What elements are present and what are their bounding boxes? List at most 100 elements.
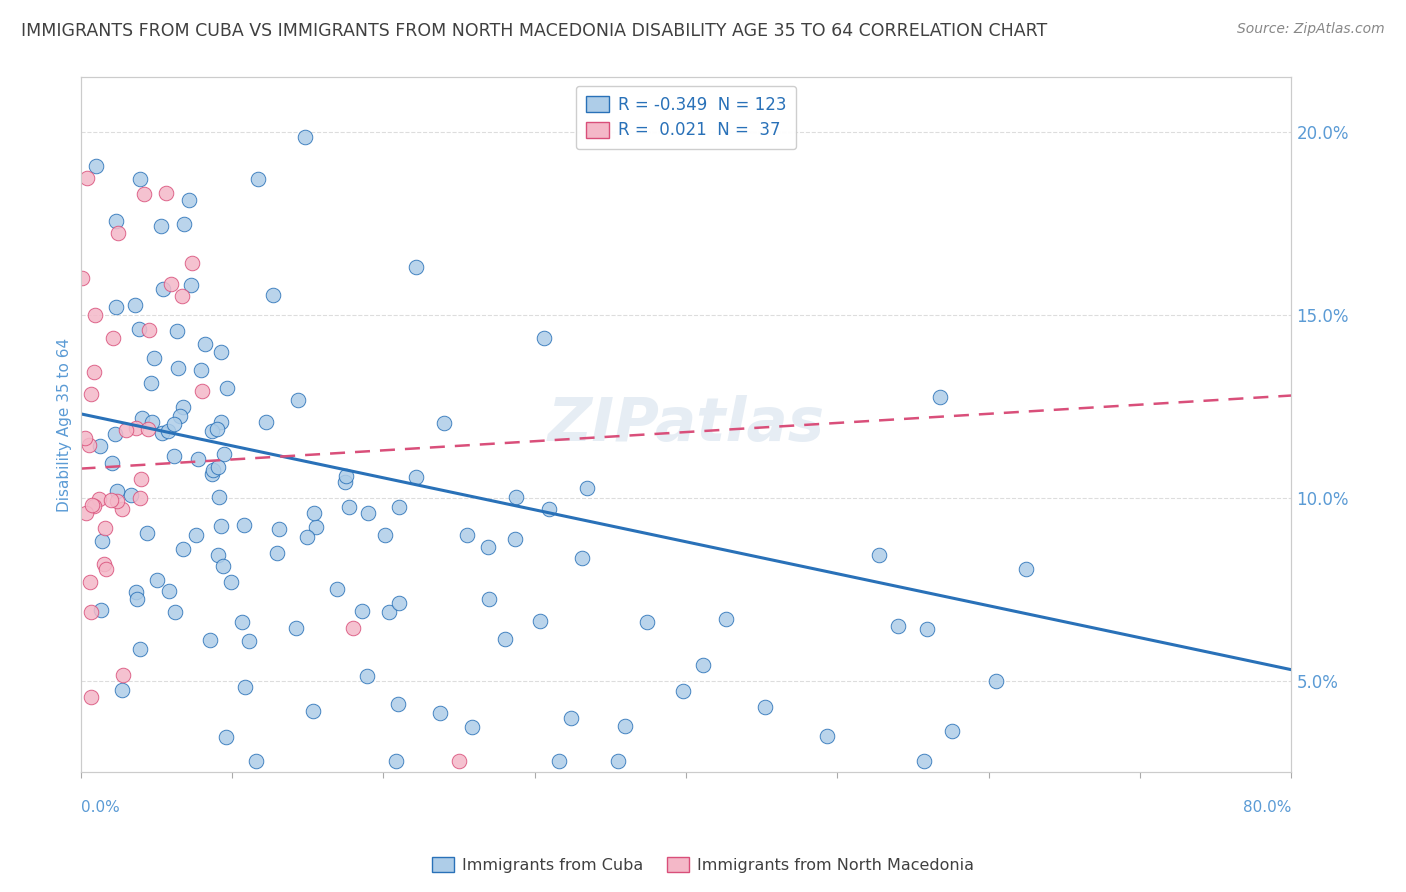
Point	[357, 506, 380, 520]
Point	[388, 500, 411, 515]
Point	[433, 416, 456, 430]
Point	[107, 226, 129, 240]
Point	[912, 754, 935, 768]
Point	[335, 468, 357, 483]
Point	[714, 612, 737, 626]
Point	[160, 277, 183, 292]
Point	[262, 288, 284, 302]
Point	[110, 501, 132, 516]
Point	[104, 214, 127, 228]
Point	[928, 391, 950, 405]
Point	[868, 548, 890, 562]
Text: ZIPatlas: ZIPatlas	[547, 395, 824, 454]
Legend: R = -0.349  N = 123, R =  0.021  N =  37: R = -0.349 N = 123, R = 0.021 N = 37	[576, 86, 796, 149]
Point	[254, 415, 277, 429]
Point	[232, 518, 254, 533]
Point	[173, 217, 195, 231]
Point	[129, 472, 152, 486]
Point	[180, 277, 202, 292]
Point	[143, 351, 166, 365]
Point	[82, 498, 104, 512]
Point	[125, 592, 148, 607]
Point	[190, 362, 212, 376]
Point	[284, 621, 307, 635]
Point	[139, 376, 162, 390]
Point	[198, 632, 221, 647]
Point	[129, 642, 152, 657]
Point	[356, 669, 378, 683]
Point	[91, 534, 114, 549]
Point	[180, 256, 202, 270]
Text: IMMIGRANTS FROM CUBA VS IMMIGRANTS FROM NORTH MACEDONIA DISABILITY AGE 35 TO 64 : IMMIGRANTS FROM CUBA VS IMMIGRANTS FROM …	[21, 22, 1047, 40]
Point	[150, 426, 173, 441]
Point	[94, 562, 117, 576]
Point	[170, 289, 193, 303]
Point	[209, 344, 232, 359]
Point	[537, 502, 560, 516]
Point	[352, 604, 374, 618]
Point	[75, 507, 97, 521]
Point	[89, 492, 111, 507]
Point	[73, 431, 96, 445]
Point	[83, 500, 105, 514]
Point	[190, 384, 212, 398]
Point	[815, 729, 838, 743]
Point	[201, 467, 224, 482]
Point	[405, 469, 427, 483]
Point	[505, 532, 527, 546]
Point	[636, 615, 658, 629]
Point	[129, 171, 152, 186]
Point	[80, 605, 103, 619]
Point	[754, 700, 776, 714]
Point	[80, 690, 103, 705]
Point	[187, 452, 209, 467]
Point	[120, 488, 142, 502]
Point	[166, 324, 188, 338]
Point	[165, 605, 187, 619]
Point	[104, 427, 127, 442]
Point	[207, 549, 229, 563]
Point	[112, 668, 135, 682]
Point	[138, 422, 160, 436]
Point	[302, 704, 325, 718]
Point	[505, 491, 527, 505]
Point	[211, 558, 233, 573]
Point	[177, 193, 200, 207]
Point	[429, 706, 451, 720]
Point	[100, 493, 122, 508]
Point	[269, 522, 291, 536]
Point	[342, 621, 364, 635]
Point	[295, 530, 318, 544]
Point	[184, 528, 207, 542]
Point	[79, 438, 101, 452]
Point	[547, 754, 569, 768]
Point	[208, 491, 231, 505]
Point	[529, 614, 551, 628]
Point	[152, 282, 174, 296]
Point	[201, 463, 224, 477]
Point	[560, 711, 582, 725]
Point	[209, 518, 232, 533]
Point	[145, 573, 167, 587]
Point	[84, 159, 107, 173]
Point	[83, 308, 105, 322]
Point	[219, 575, 242, 590]
Text: 0.0%: 0.0%	[80, 800, 120, 815]
Point	[163, 449, 186, 463]
Point	[94, 521, 117, 535]
Point	[93, 558, 115, 572]
Point	[211, 415, 233, 429]
Point	[231, 615, 253, 629]
Point	[72, 271, 94, 285]
Point	[1015, 562, 1038, 576]
Point	[326, 582, 349, 597]
Point	[111, 683, 134, 698]
Point	[287, 392, 309, 407]
Point	[304, 519, 326, 533]
Point	[101, 456, 124, 470]
Point	[447, 754, 470, 768]
Legend: Immigrants from Cuba, Immigrants from North Macedonia: Immigrants from Cuba, Immigrants from No…	[425, 851, 981, 880]
Point	[150, 219, 173, 233]
Point	[76, 170, 98, 185]
Point	[215, 381, 238, 395]
